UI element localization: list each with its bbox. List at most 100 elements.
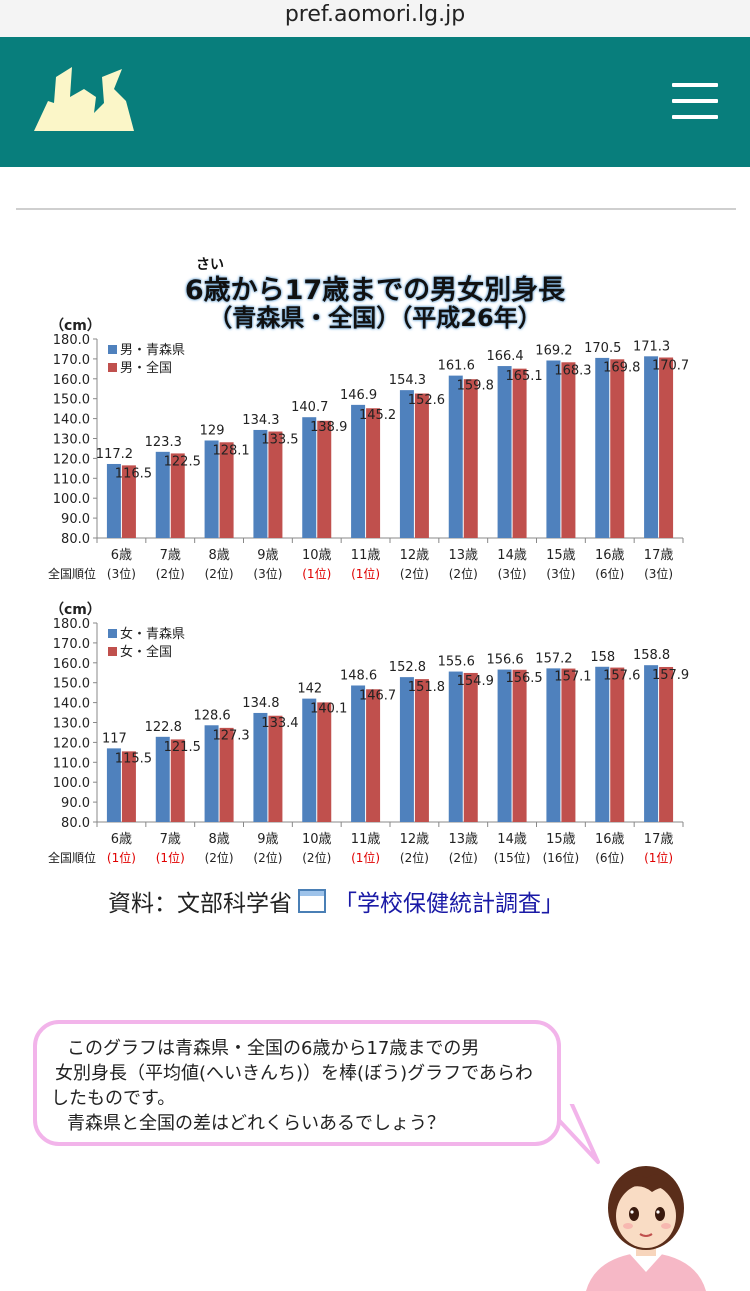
- bar-national: [219, 727, 234, 822]
- rank-label: (1位): [302, 566, 331, 581]
- bubble-line: このグラフは青森県・全国の6歳から17歳までの男: [67, 1038, 480, 1059]
- data-label-aomori: 142: [297, 682, 322, 697]
- legend-swatch: [108, 363, 117, 372]
- x-tick-label: 10歳: [302, 548, 332, 563]
- data-label-aomori: 146.9: [340, 388, 377, 403]
- bar-national: [121, 751, 136, 822]
- bar-aomori: [644, 356, 659, 538]
- legend-label: 女・青森県: [120, 626, 185, 642]
- rank-label: (2位): [156, 566, 185, 581]
- legend-label: 男・全国: [120, 360, 172, 376]
- y-tick-label: 130.0: [53, 717, 90, 732]
- bar-national: [268, 715, 283, 822]
- data-label-aomori: 134.3: [242, 413, 279, 428]
- bar-aomori: [497, 366, 512, 538]
- source-link[interactable]: 「学校保健統計調査」: [334, 891, 564, 917]
- x-tick-label: 6歳: [111, 548, 132, 563]
- y-axis-unit: （cm）: [50, 602, 101, 618]
- rank-label: (1位): [351, 566, 380, 581]
- bar-national: [317, 420, 332, 538]
- data-label-national: 116.5: [115, 466, 152, 481]
- data-label-national: 159.8: [457, 379, 494, 394]
- data-label-aomori: 171.3: [633, 339, 670, 354]
- y-tick-label: 120.0: [53, 452, 90, 467]
- bar-national: [414, 679, 429, 822]
- hamburger-menu-icon[interactable]: [672, 81, 718, 121]
- data-label-national: 146.7: [359, 688, 396, 703]
- bar-national: [659, 357, 674, 538]
- bar-aomori: [448, 375, 463, 538]
- bar-aomori: [546, 360, 561, 538]
- data-label-national: 157.1: [554, 670, 591, 685]
- y-tick-label: 160.0: [53, 373, 90, 388]
- y-tick-label: 130.0: [53, 433, 90, 448]
- bar-aomori: [497, 669, 512, 822]
- data-label-aomori: 170.5: [584, 341, 621, 356]
- x-tick-label: 7歳: [160, 548, 181, 563]
- y-tick-label: 140.0: [53, 413, 90, 428]
- x-tick-label: 8歳: [208, 548, 229, 563]
- girl-character-illustration: [586, 1166, 706, 1291]
- rank-label: (3位): [644, 566, 673, 581]
- x-tick-label: 17歳: [644, 548, 674, 563]
- bar-national: [512, 368, 527, 538]
- data-label-national: 122.5: [164, 454, 201, 469]
- external-link-icon: [298, 889, 326, 913]
- data-label-aomori: 156.6: [486, 653, 523, 668]
- rank-label: (2位): [449, 850, 478, 865]
- bar-national: [170, 739, 185, 822]
- data-label-aomori: 129: [200, 423, 225, 438]
- data-label-aomori: 140.7: [291, 400, 328, 415]
- data-label-national: 154.9: [457, 674, 494, 689]
- speech-bubble: このグラフは青森県・全国の6歳から17歳までの男 女別身長（平均値(へいきんち)…: [33, 1020, 561, 1146]
- bar-aomori: [204, 440, 219, 538]
- rank-label: (2位): [205, 850, 234, 865]
- data-label-aomori: 169.2: [535, 343, 572, 358]
- rank-label: (3位): [498, 566, 527, 581]
- bar-national: [366, 408, 381, 538]
- data-label-national: 128.1: [212, 443, 249, 458]
- site-header: [0, 37, 750, 167]
- y-tick-label: 100.0: [53, 492, 90, 507]
- rank-label: (2位): [205, 566, 234, 581]
- x-tick-label: 16歳: [595, 548, 625, 563]
- x-tick-label: 15歳: [546, 832, 576, 847]
- bar-national: [463, 672, 478, 822]
- data-label-national: 151.8: [408, 680, 445, 695]
- data-label-aomori: 166.4: [486, 349, 523, 364]
- bar-aomori: [448, 671, 463, 822]
- data-label-national: 157.9: [652, 668, 689, 683]
- data-label-national: 170.7: [652, 359, 689, 374]
- rank-label: (1位): [351, 850, 380, 865]
- rank-label: (6位): [595, 850, 624, 865]
- rank-row-label: 全国順位: [48, 850, 96, 865]
- y-tick-label: 150.0: [53, 393, 90, 408]
- address-bar[interactable]: pref.aomori.lg.jp: [0, 0, 750, 38]
- bar-aomori: [204, 725, 219, 822]
- rank-label: (16位): [543, 850, 580, 865]
- source-label: 資料：文部科学省: [108, 891, 292, 917]
- bar-national: [170, 453, 185, 538]
- y-tick-label: 80.0: [61, 816, 90, 831]
- chart-title: 6歳から17歳までの男女別身長: [184, 275, 566, 306]
- bar-aomori: [351, 685, 366, 822]
- data-label-national: 157.6: [603, 669, 640, 684]
- rank-label: (2位): [253, 850, 282, 865]
- legend-label: 女・全国: [120, 644, 172, 660]
- aomori-prefecture-logo[interactable]: [30, 63, 136, 135]
- y-tick-label: 110.0: [53, 756, 90, 771]
- bar-aomori: [595, 357, 610, 538]
- bubble-line: 女別身長（平均値(へいきんち)）を棒(ぼう)グラフであらわ: [55, 1063, 533, 1084]
- data-label-aomori: 148.6: [340, 668, 377, 683]
- divider: [16, 208, 736, 210]
- data-label-aomori: 128.6: [193, 708, 230, 723]
- bar-aomori: [302, 417, 317, 538]
- x-tick-label: 10歳: [302, 832, 332, 847]
- y-tick-label: 90.0: [61, 512, 90, 527]
- data-label-aomori: 155.6: [438, 655, 475, 670]
- y-tick-label: 170.0: [53, 353, 90, 368]
- y-tick-label: 90.0: [61, 796, 90, 811]
- y-axis-unit: （cm）: [50, 318, 101, 334]
- data-label-national: 133.4: [261, 716, 298, 731]
- bar-aomori: [302, 698, 317, 822]
